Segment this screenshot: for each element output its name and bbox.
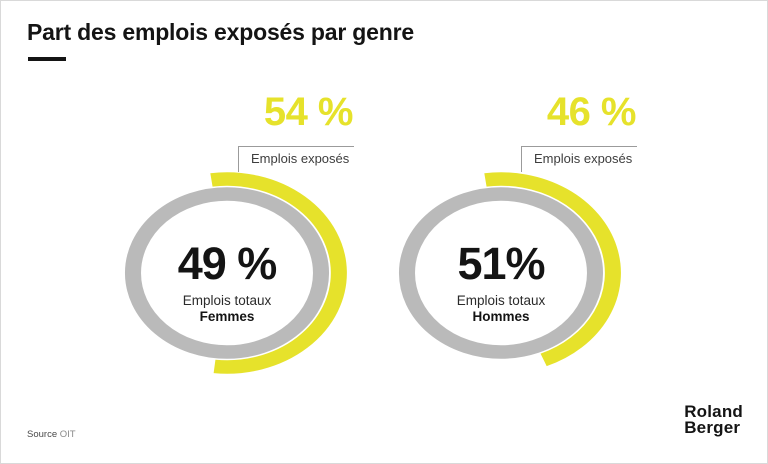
total-ring (124, 187, 330, 359)
logo-line2: Berger (684, 418, 741, 437)
page-title: Part des emplois exposés par genre (27, 19, 414, 45)
exposed-percentage-hommes: 46 % (546, 90, 637, 134)
donut-center-text-hommes: 51% Emplois totaux Hommes (391, 238, 611, 325)
logo-line1: Roland (684, 402, 743, 421)
roland-berger-logo: Roland Berger (684, 402, 743, 437)
title-underline-dash (28, 57, 66, 61)
exposed-arc (210, 172, 347, 374)
exposed-label-text: Emplois exposés (251, 151, 350, 166)
source-value: OIT (59, 429, 76, 440)
donut-chart-femmes: 54 % Emplois exposés 49 % Emplois totaux… (97, 91, 357, 401)
total-percentage-femmes: 49 % (177, 238, 278, 289)
total-ring (398, 187, 604, 359)
exposed-label-callout-femmes: Emplois exposés (238, 146, 354, 172)
source-note: Source OIT (27, 429, 76, 440)
exposed-label-callout-hommes: Emplois exposés (521, 146, 637, 172)
donut-svg-femmes (124, 172, 347, 374)
source-label: Source (27, 429, 58, 440)
group-label-femmes: Femmes (199, 309, 255, 324)
group-label-hommes: Hommes (472, 309, 530, 324)
donut-center-text-femmes: 49 % Emplois totaux Femmes (117, 238, 337, 325)
exposed-percentage-femmes: 54 % (263, 90, 354, 134)
exposed-arc (484, 172, 621, 367)
exposed-label-text: Emplois exposés (534, 151, 633, 166)
total-label: Emplois totaux (456, 293, 546, 308)
donut-chart-hommes: 46 % Emplois exposés 51% Emplois totaux … (371, 91, 637, 401)
total-label: Emplois totaux (182, 293, 272, 308)
total-percentage-hommes: 51% (457, 238, 545, 289)
donut-svg-hommes (398, 172, 621, 367)
